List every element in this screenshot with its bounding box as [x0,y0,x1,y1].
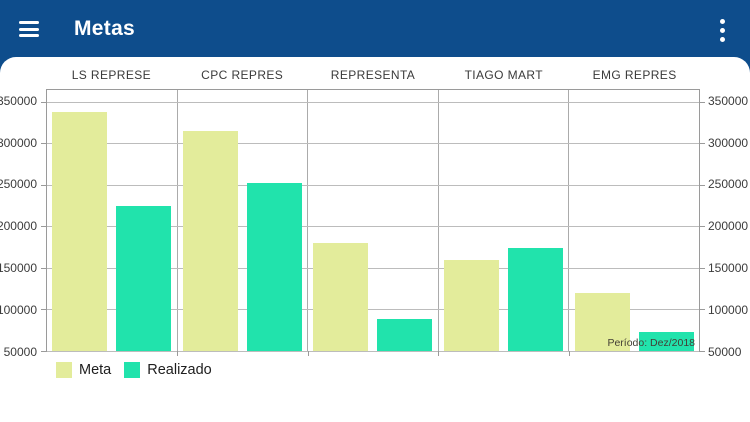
bar-realizado-2[interactable] [377,319,433,351]
y-tick-mark [700,226,705,228]
overflow-menu-button[interactable] [708,14,736,46]
category-panel-3 [437,90,569,351]
category-label-2: REPRESENTA [330,68,416,82]
y-axis-right: 350000 300000 250000 200000 150000 100000 5000… [705,89,750,359]
legend-label-meta: Meta [79,362,112,378]
app-bar: Metas [0,0,750,57]
y-axis-label-100000: 100000 [0,303,37,318]
y-axis-label-350000: 350000 [0,93,37,108]
x-tick-mark [438,351,440,356]
y-axis-label-300000: 300000 [0,135,37,150]
gridline-350000 [47,101,699,103]
y-tick-mark [41,267,46,269]
period-annotation: Período: Dez/2018 [607,337,695,349]
gridline-250000 [47,184,699,186]
x-tick-mark [177,351,179,356]
page-title: Metas [74,16,136,40]
y-tick-mark [41,143,46,145]
y-tick-mark [41,184,46,186]
gridline-300000 [47,143,699,145]
bar-meta-3[interactable] [444,260,500,351]
y-axis-label-100000: 100000 [708,303,749,318]
category-panel-1 [176,90,308,351]
y-axis-label-300000: 300000 [708,135,749,150]
y-tick-mark [700,267,705,269]
bar-meta-2[interactable] [313,242,369,351]
y-axis-left: 350000 300000 250000 200000 150000 100000 5000… [0,89,41,359]
y-axis-label-350000: 350000 [708,93,749,108]
category-panel-0 [47,90,177,351]
y-axis-label-50000: 50000 [708,345,742,359]
legend-swatch-meta [56,362,72,378]
bar-chart-plot-area: Período: Dez/2018 [41,89,705,356]
category-label-0: LS REPRESE [71,68,152,82]
y-axis-label-50000: 50000 [3,345,37,359]
y-axis-label-200000: 200000 [708,219,749,234]
legend-swatch-realizado [124,362,141,378]
category-label-1: CPC REPRES [201,68,284,82]
legend-item-meta[interactable]: Meta [56,362,111,378]
y-axis-label-250000: 250000 [0,177,37,192]
y-tick-mark [41,351,46,352]
gridline-100000 [47,309,699,311]
category-panel-2 [307,90,438,351]
legend-item-realizado[interactable]: Realizado [124,362,212,378]
y-tick-mark [41,101,46,103]
chart-legend: Meta Realizado [56,362,212,378]
y-axis-label-250000: 250000 [708,177,749,192]
gridline-200000 [47,226,699,228]
y-tick-mark [700,309,705,311]
y-tick-mark [41,309,46,311]
menu-button[interactable] [13,15,45,43]
category-panel-4 [568,90,699,351]
y-tick-mark [41,226,46,228]
bar-realizado-0[interactable] [116,205,172,351]
y-tick-mark [700,101,705,103]
y-axis-label-150000: 150000 [0,261,37,276]
bar-realizado-4[interactable] [638,331,694,351]
bar-meta-4[interactable] [574,292,630,351]
hamburger-icon [19,21,39,37]
y-axis-label-200000: 200000 [0,219,37,234]
chart-panels [47,90,699,351]
y-tick-mark [700,351,705,352]
x-tick-mark [307,351,309,356]
gridline-150000 [47,267,699,269]
category-label-3: TIAGO MART [464,68,544,82]
content-card: LS REPRESE CPC REPRES REPRESENTA TIAGO MART… [0,57,750,422]
y-tick-mark [700,143,705,145]
bar-meta-0[interactable] [52,111,108,351]
category-header-row: LS REPRESE CPC REPRES REPRESENTA TIAGO MART… [46,68,700,84]
bar-meta-1[interactable] [182,130,238,351]
bar-realizado-3[interactable] [508,247,564,351]
bar-realizado-1[interactable] [246,183,302,351]
legend-label-realizado: Realizado [147,362,212,378]
x-tick-mark [568,351,570,356]
gridline-50000 [47,351,699,352]
y-axis-label-150000: 150000 [708,261,749,276]
y-tick-mark [700,184,705,186]
kebab-menu-icon [714,18,730,42]
category-label-4: EMG REPRES [592,68,677,82]
